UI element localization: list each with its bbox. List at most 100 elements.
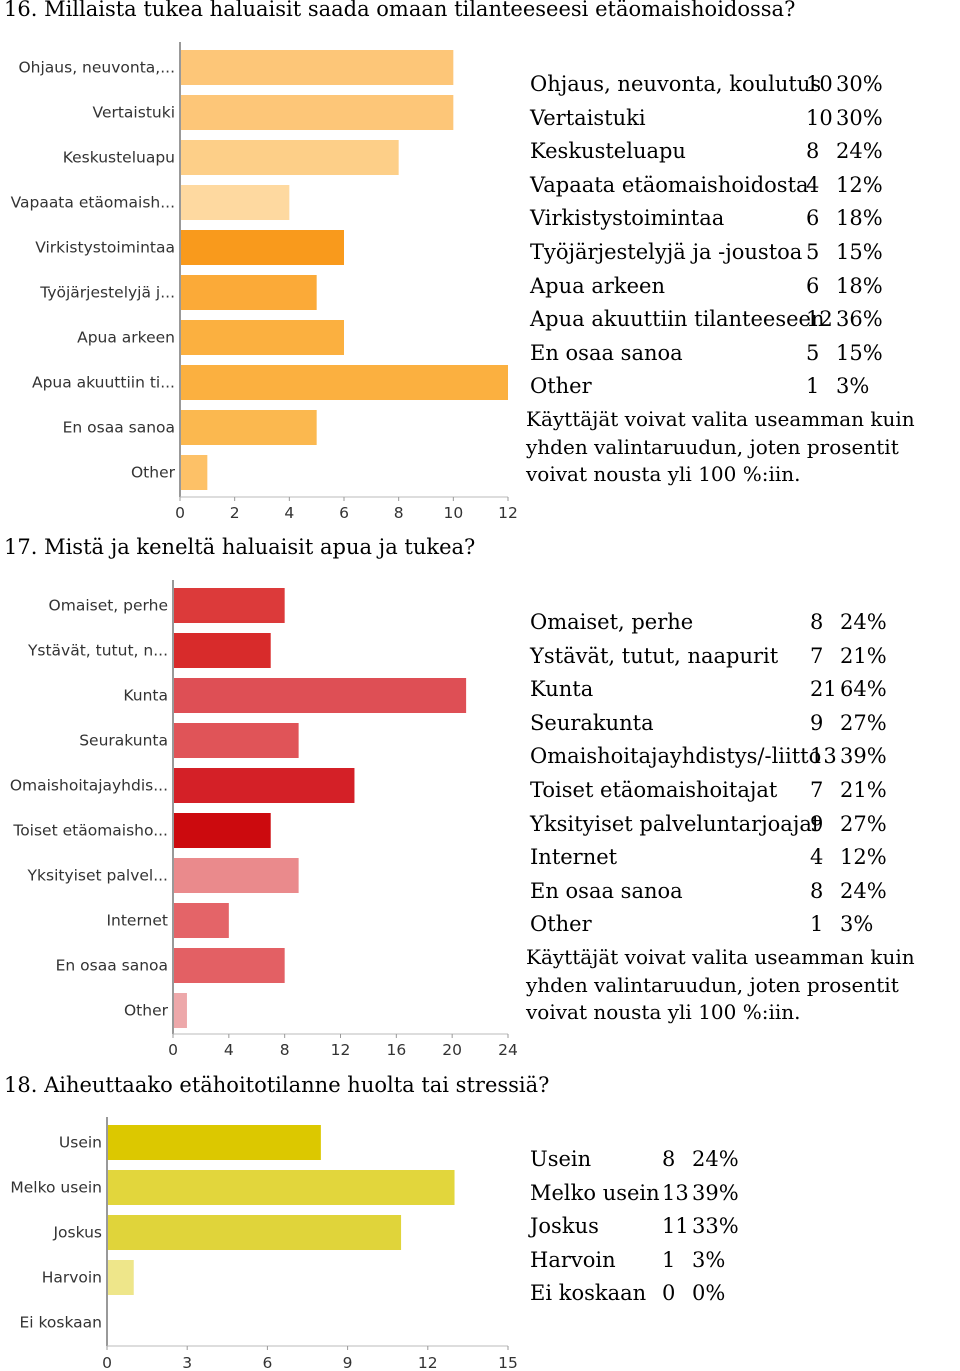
x-tick-label: 12: [498, 504, 518, 522]
category-label: Seurakunta: [79, 732, 168, 750]
table-cell-pct: 3%: [692, 1247, 726, 1272]
x-tick-label: 8: [280, 1041, 290, 1059]
x-tick-label: 0: [102, 1354, 112, 1371]
bar: [174, 678, 467, 713]
x-tick-label: 0: [168, 1041, 178, 1059]
table-cell-count: 8: [806, 139, 820, 164]
category-label: Ohjaus, neuvonta,...: [18, 59, 175, 77]
table-16: Ohjaus, neuvonta, koulutus 10 30% Vertaistu…: [530, 68, 910, 404]
x-tick-label: 20: [442, 1041, 462, 1059]
x-tick-label: 8: [394, 504, 404, 522]
category-label: Harvoin: [42, 1269, 102, 1287]
table-cell-count: 8: [662, 1147, 676, 1171]
table-row: Melko usein 13 39%: [530, 1177, 770, 1211]
table-cell-pct: 30%: [836, 72, 883, 96]
table-row: Virkistystoimintaa 6 18%: [530, 202, 910, 236]
table-cell-count: 11: [662, 1214, 689, 1239]
category-label: Kunta: [123, 687, 168, 705]
bar: [108, 1215, 402, 1250]
table-row: En osaa sanoa 5 15%: [530, 337, 910, 371]
table-row: Usein 8 24%: [530, 1143, 770, 1177]
table-row: En osaa sanoa 8 24%: [530, 875, 910, 909]
x-tick-label: 6: [339, 504, 349, 522]
table-cell-label: En osaa sanoa: [530, 340, 683, 365]
table-cell-count: 6: [806, 273, 820, 298]
bar: [181, 320, 344, 355]
table-cell-label: Keskusteluapu: [530, 139, 686, 164]
table-cell-pct: 15%: [836, 340, 883, 365]
table-cell-label: Omaiset, perhe: [530, 610, 694, 634]
table-row: Keskusteluapu 8 24%: [530, 135, 910, 169]
category-label: Apua arkeen: [77, 329, 175, 347]
bar: [174, 588, 285, 623]
table-row: Työjärjestelyjä ja -joustoa 5 15%: [530, 236, 910, 270]
table-row: Vapaata etäomaishoidosta 4 12%: [530, 169, 910, 203]
category-label: Ei koskaan: [19, 1314, 102, 1332]
table-cell-count: 1: [806, 374, 820, 399]
x-tick-label: 2: [230, 504, 240, 522]
bar: [108, 1170, 455, 1205]
table-18: Usein 8 24% Melko usein 13 39% Joskus 11 33% Harv…: [530, 1143, 770, 1311]
category-label: Internet: [106, 912, 168, 930]
question-17-title: 17. Mistä ja keneltä haluaisit apua ja t…: [4, 535, 476, 559]
table-cell-label: Vertaistuki: [530, 105, 646, 130]
table-row: Ystävät, tutut, naapurit 7 21%: [530, 640, 910, 674]
table-cell-pct: 12%: [840, 845, 887, 870]
table-cell-label: Omaishoitajayhdistys/-liitto: [530, 744, 822, 769]
bar: [181, 185, 290, 220]
table-cell-label: Ohjaus, neuvonta, koulutus: [530, 72, 822, 96]
x-tick-label: 12: [331, 1041, 351, 1059]
category-label: Vertaistuki: [93, 104, 175, 122]
table-cell-label: Seurakunta: [530, 710, 654, 735]
category-label: Usein: [59, 1134, 102, 1152]
category-label: Other: [131, 464, 176, 482]
table-row: Omaishoitajayhdistys/-liitto 13 39%: [530, 740, 910, 774]
x-tick-label: 3: [182, 1354, 192, 1371]
bar: [181, 50, 454, 85]
table-row: Ei koskaan 0 0%: [530, 1277, 770, 1311]
x-tick-label: 0: [175, 504, 185, 522]
table-cell-count: 21: [810, 677, 837, 702]
table-cell-count: 10: [806, 105, 833, 130]
bar: [181, 140, 399, 175]
note-17: Käyttäjät voivat valita useamman kuin yh…: [526, 945, 915, 1024]
table-cell-pct: 27%: [840, 811, 887, 836]
table-cell-count: 4: [810, 845, 824, 870]
table-cell-count: 13: [662, 1180, 689, 1205]
category-label: Omaishoitajayhdis...: [10, 777, 168, 795]
table-row: Joskus 11 33%: [530, 1210, 770, 1244]
table-cell-label: Virkistystoimintaa: [530, 206, 725, 231]
table-row: Harvoin 1 3%: [530, 1244, 770, 1278]
table-row: Omaiset, perhe 8 24%: [530, 606, 910, 640]
table-row: Apua akuuttiin tilanteeseen 12 36%: [530, 303, 910, 337]
table-cell-label: Other: [530, 912, 592, 937]
category-label: Melko usein: [10, 1179, 102, 1197]
table-17: Omaiset, perhe 8 24% Ystävät, tutut, naapur…: [530, 606, 910, 942]
bar: [174, 993, 187, 1028]
x-tick-label: 10: [443, 504, 463, 522]
table-cell-label: Internet: [530, 845, 618, 870]
category-label: Apua akuuttiin ti...: [32, 374, 175, 392]
table-cell-label: Työjärjestelyjä ja -joustoa: [530, 239, 803, 264]
table-row: Seurakunta 9 27%: [530, 707, 910, 741]
table-cell-count: 4: [806, 172, 820, 197]
category-label: Työjärjestelyjä j...: [39, 284, 175, 302]
x-tick-label: 16: [386, 1041, 406, 1059]
table-cell-pct: 33%: [692, 1214, 739, 1239]
table-cell-pct: 3%: [840, 912, 874, 937]
x-tick-label: 9: [343, 1354, 353, 1371]
category-label: Ystävät, tutut, n...: [27, 642, 168, 660]
table-cell-pct: 3%: [836, 374, 870, 399]
table-cell-count: 0: [662, 1281, 676, 1306]
table-row: Yksityiset palveluntarjoajat 9 27%: [530, 808, 910, 842]
category-label: Vapaata etäomaish...: [11, 194, 175, 212]
note-16: Käyttäjät voivat valita useamman kuin yh…: [526, 407, 915, 486]
x-tick-label: 4: [224, 1041, 234, 1059]
table-row: Other 1 3%: [530, 370, 910, 404]
table-cell-count: 9: [810, 710, 824, 735]
table-cell-label: Usein: [530, 1147, 592, 1171]
table-row: Kunta 21 64%: [530, 673, 910, 707]
table-cell-pct: 18%: [836, 273, 883, 298]
